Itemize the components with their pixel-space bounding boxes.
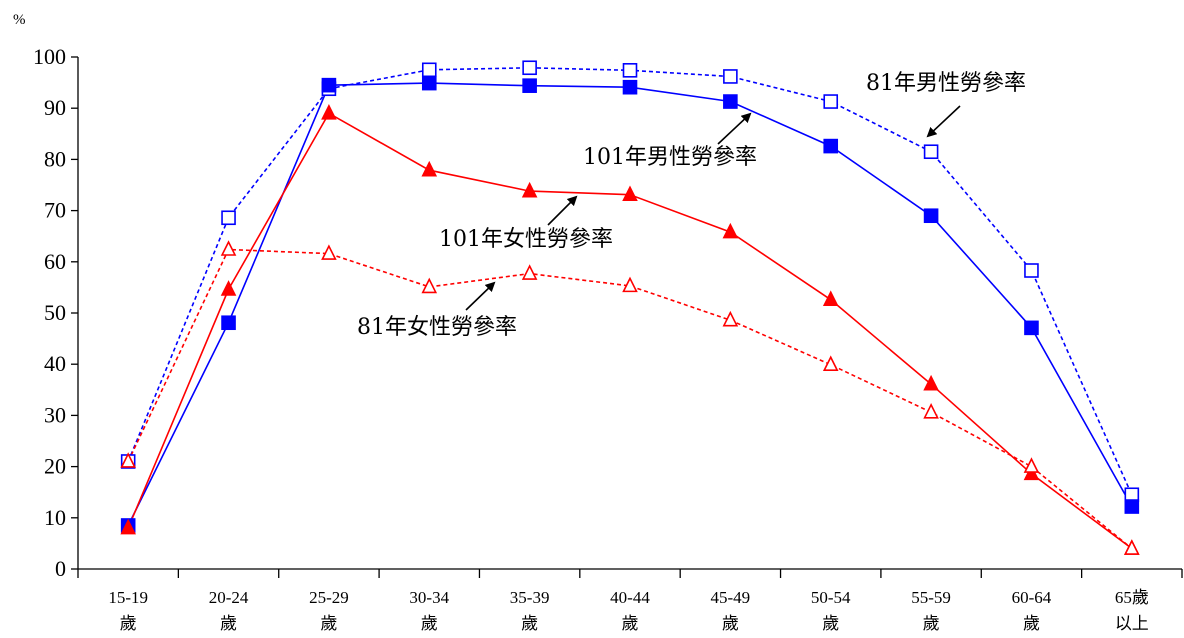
data-point <box>120 518 136 535</box>
data-point <box>421 160 438 177</box>
data-point <box>421 277 438 294</box>
series-markers <box>120 60 1140 555</box>
annotation-arrow <box>547 195 578 226</box>
data-point <box>1124 499 1140 514</box>
y-tick-label: 40 <box>44 351 66 376</box>
data-point <box>521 181 538 198</box>
y-tick-label: 70 <box>44 198 66 223</box>
x-tick-label: 40-44 <box>610 588 650 607</box>
x-tick-label: 50-54 <box>811 588 851 607</box>
data-point <box>622 79 638 95</box>
data-point <box>923 208 939 224</box>
y-tick-label: 0 <box>55 556 66 581</box>
data-point <box>923 144 939 160</box>
data-point <box>1024 263 1039 278</box>
y-tick-label: 30 <box>44 402 66 427</box>
annotation-arrow <box>717 112 752 145</box>
data-point <box>522 60 537 76</box>
data-point <box>421 75 437 91</box>
data-point <box>522 78 537 93</box>
data-point <box>622 185 638 202</box>
data-point <box>923 374 939 391</box>
y-unit-label: % <box>13 12 26 28</box>
x-tick-label: 35-39 <box>510 588 550 607</box>
x-tick-label: 歲 <box>622 614 639 633</box>
series-label: 101年女性勞參率 <box>439 227 613 252</box>
annotation-arrow <box>465 281 496 311</box>
data-point <box>722 222 739 239</box>
data-point <box>321 77 337 93</box>
data-point <box>321 244 337 260</box>
x-tick-label: 45-49 <box>711 588 751 607</box>
y-tick-label: 10 <box>44 505 66 530</box>
series-lines <box>127 66 1133 550</box>
y-tick-label: 20 <box>44 454 66 479</box>
data-point <box>722 310 739 327</box>
x-tick-label: 歲 <box>521 614 538 633</box>
data-point <box>221 315 236 331</box>
series-line <box>127 248 1133 550</box>
x-tick-label: 歲 <box>822 614 839 633</box>
data-point <box>622 276 638 293</box>
series-line <box>127 112 1133 550</box>
x-tick-label: 60-64 <box>1012 588 1052 607</box>
data-point <box>1023 457 1040 473</box>
series-annotations: 81年男性勞參率 101年男性勞參率 101年女性勞參率 81年女性勞參率 <box>357 71 1026 340</box>
data-point <box>120 452 136 468</box>
data-point <box>521 264 538 280</box>
data-point <box>823 138 839 154</box>
data-point <box>622 63 638 78</box>
x-tick-label: 25-29 <box>309 588 349 607</box>
data-point <box>220 240 237 256</box>
x-tick-label: 歲 <box>722 614 739 633</box>
series-label: 81年男性勞參率 <box>866 71 1026 96</box>
y-tick-label: 50 <box>44 300 66 325</box>
data-point <box>321 104 337 120</box>
x-tick-label: 以上 <box>1115 614 1149 633</box>
data-point <box>822 355 839 372</box>
y-tick-label: 60 <box>44 249 66 274</box>
data-point <box>1124 539 1140 555</box>
data-point <box>923 403 939 419</box>
x-tick-label: 歲 <box>421 614 438 633</box>
x-tick-label: 65歲 <box>1115 588 1149 607</box>
y-tick-label: 100 <box>33 44 66 69</box>
x-tick-label: 55-59 <box>911 588 951 607</box>
x-tick-label: 歲 <box>120 614 137 633</box>
data-point <box>822 290 839 306</box>
data-point <box>823 94 839 109</box>
x-tick-label: 歲 <box>1023 614 1040 633</box>
series-label: 81年女性勞參率 <box>357 315 517 340</box>
x-tick-label: 歲 <box>923 614 940 633</box>
axes: 0 10 20 30 40 50 60 70 80 90 100 15-19 歲 20-24 歲 25-29 歲… <box>33 44 1183 633</box>
data-point <box>723 94 738 109</box>
data-point <box>1024 320 1039 336</box>
series-label: 101年男性勞參率 <box>583 145 757 170</box>
data-point <box>723 69 738 84</box>
data-point <box>220 280 237 296</box>
x-tick-label: 20-24 <box>209 588 249 607</box>
annotation-arrow <box>926 105 961 138</box>
data-point <box>421 62 437 78</box>
y-tick-label: 90 <box>44 95 66 120</box>
x-tick-label: 15-19 <box>108 588 148 607</box>
x-tick-label: 30-34 <box>409 588 449 607</box>
data-point <box>221 210 236 226</box>
y-tick-label: 80 <box>44 146 66 171</box>
x-tick-label: 歲 <box>220 614 237 633</box>
x-tick-label: 歲 <box>320 614 337 633</box>
